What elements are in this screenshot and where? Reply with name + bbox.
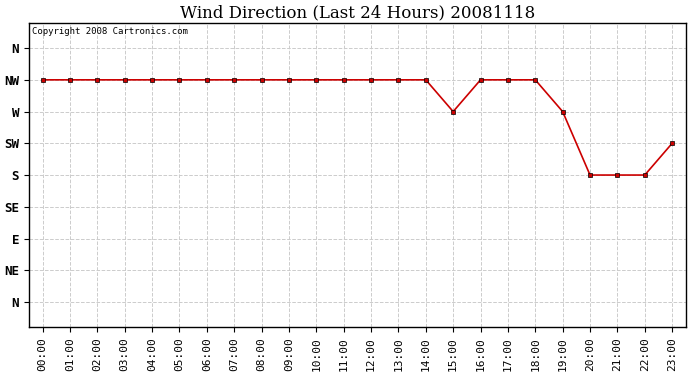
Text: Copyright 2008 Cartronics.com: Copyright 2008 Cartronics.com (32, 27, 188, 36)
Title: Wind Direction (Last 24 Hours) 20081118: Wind Direction (Last 24 Hours) 20081118 (179, 4, 535, 21)
